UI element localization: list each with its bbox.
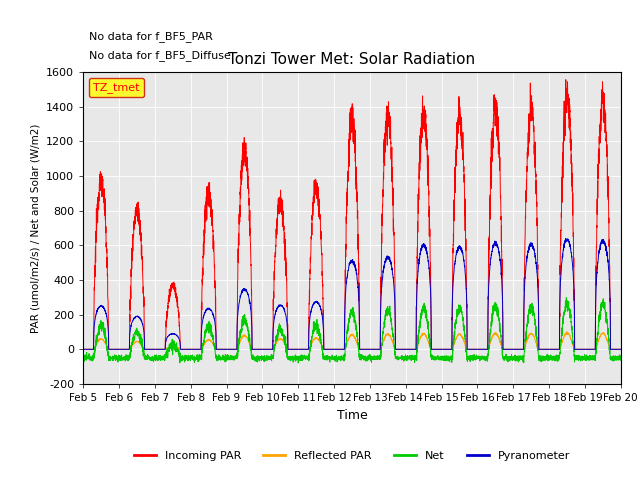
Reflected PAR (616, 347, 624, 352)
Net (563, 295, 570, 300)
Incoming PAR (472, 347, 480, 352)
Pyranometer (616, 347, 624, 352)
Incoming PAR (617, 347, 625, 352)
Reflected PAR (503, 347, 511, 352)
Pyranometer (503, 347, 511, 352)
Reflected PAR (79, 347, 87, 352)
Reflected PAR (617, 347, 625, 352)
Incoming PAR (176, 328, 184, 334)
Line: Net: Net (83, 298, 621, 363)
Line: Reflected PAR: Reflected PAR (83, 332, 621, 349)
Legend: Incoming PAR, Reflected PAR, Net, Pyranometer: Incoming PAR, Reflected PAR, Net, Pyrano… (129, 447, 575, 466)
Reflected PAR (563, 329, 570, 335)
Net (503, 356, 511, 361)
Net (332, 355, 340, 361)
Incoming PAR (332, 347, 340, 352)
Net (294, 360, 302, 366)
Reflected PAR (443, 347, 451, 352)
Net (472, 352, 480, 358)
Line: Pyranometer: Pyranometer (83, 239, 621, 349)
Text: No data for f_BF5_Diffuse: No data for f_BF5_Diffuse (88, 50, 230, 61)
Pyranometer (617, 347, 625, 352)
Incoming PAR (443, 347, 451, 352)
Line: Incoming PAR: Incoming PAR (83, 80, 621, 349)
Incoming PAR (79, 347, 87, 352)
Net (176, 355, 184, 361)
Pyranometer (443, 347, 451, 352)
Incoming PAR (616, 347, 624, 352)
Y-axis label: PAR (umol/m2/s) / Net and Solar (W/m2): PAR (umol/m2/s) / Net and Solar (W/m2) (31, 123, 40, 333)
Pyranometer (176, 338, 184, 344)
Incoming PAR (503, 347, 511, 352)
Reflected PAR (472, 347, 480, 352)
X-axis label: Time: Time (337, 408, 367, 421)
Pyranometer (79, 347, 87, 352)
Title: Tonzi Tower Met: Solar Radiation: Tonzi Tower Met: Solar Radiation (228, 52, 476, 67)
Net (617, 355, 625, 361)
Pyranometer (332, 347, 340, 352)
Net (79, 357, 87, 362)
Pyranometer (472, 347, 480, 352)
Net (616, 355, 624, 361)
Reflected PAR (176, 346, 184, 352)
Incoming PAR (562, 77, 570, 83)
Reflected PAR (332, 347, 340, 352)
Net (443, 355, 451, 360)
Text: No data for f_BF5_PAR: No data for f_BF5_PAR (88, 32, 212, 42)
Pyranometer (562, 236, 570, 241)
